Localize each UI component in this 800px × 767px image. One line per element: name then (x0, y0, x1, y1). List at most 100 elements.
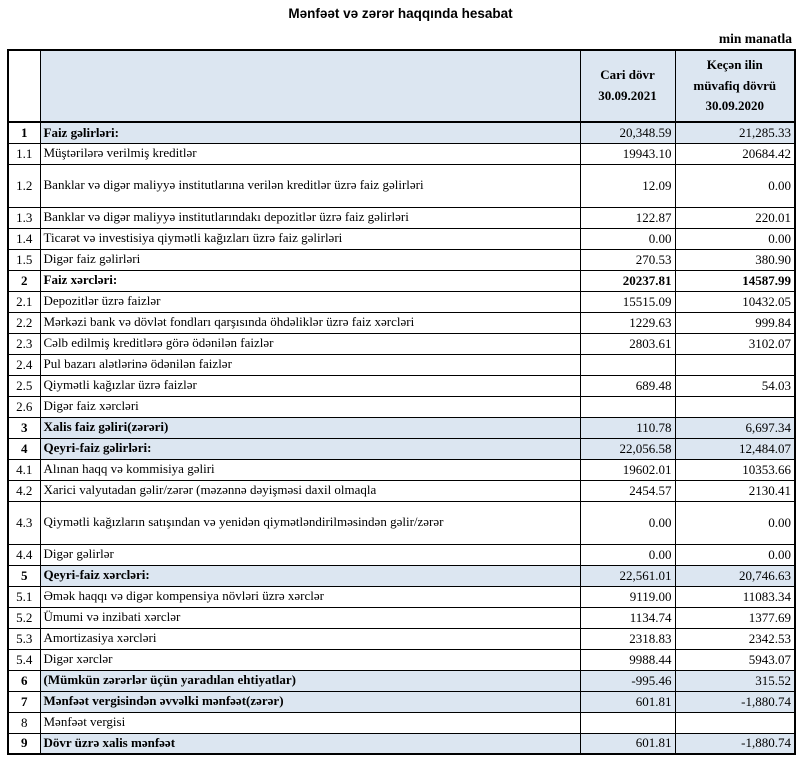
row-label: Xarici valyutadan gəlir/zərər (məzənnə d… (39, 479, 581, 502)
row-number: 4.2 (7, 479, 41, 502)
row-number: 1 (7, 121, 41, 144)
value-previous (674, 395, 796, 418)
row-label: Mənfəət vergisindən əvvəlki mənfəət(zərə… (39, 690, 581, 713)
row-label: Digər gəlirlər (39, 543, 581, 566)
value-current: 2454.57 (579, 479, 676, 502)
value-current: 20,348.59 (579, 121, 676, 144)
value-current: 122.87 (579, 206, 676, 229)
row-label: Qiymətli kağızlar üzrə faizlər (39, 374, 581, 397)
row-number: 4.3 (7, 500, 41, 545)
value-current: 601.81 (579, 690, 676, 713)
value-current: 0.00 (579, 543, 676, 566)
table-row: 4.3 Qiymətli kağızların satışından və yen… (7, 500, 796, 545)
row-label: Əmək haqqı və digər kompensiya növləri ü… (39, 585, 581, 608)
value-current: 0.00 (579, 500, 676, 545)
row-label: Banklar və digər maliyyə institutlarına … (39, 163, 581, 208)
table-row: 1 Faiz gəlirləri: 20,348.59 21,285.33 (7, 121, 796, 144)
row-number: 5.3 (7, 627, 41, 650)
value-previous: 6,697.34 (674, 416, 796, 439)
row-label: Müştərilərə verilmiş kreditlər (39, 142, 581, 165)
value-current: 270.53 (579, 248, 676, 271)
value-previous: 2130.41 (674, 479, 796, 502)
row-label: Alınan haqq və kommisiya gəliri (39, 458, 581, 481)
value-previous: 0.00 (674, 227, 796, 250)
row-label: (Mümkün zərərlər üçün yaradılan ehtiyatl… (39, 669, 581, 692)
row-label: Qeyri-faiz xərcləri: (39, 564, 581, 587)
value-current: 22,056.58 (579, 437, 676, 460)
value-current: 20237.81 (579, 269, 676, 292)
value-current: 12.09 (579, 163, 676, 208)
row-label: Digər xərclər (39, 648, 581, 671)
table-row: 6 (Mümkün zərərlər üçün yaradılan ehtiyat… (7, 669, 796, 692)
table-row: 9 Dövr üzrə xalis mənfəət 601.81 -1,880.74 (7, 732, 796, 755)
row-label: Digər faiz gəlirləri (39, 248, 581, 271)
row-number: 6 (7, 669, 41, 692)
table-row: 5.2 Ümumi və inzibati xərclər 1134.74 1377.… (7, 606, 796, 629)
value-current: 15515.09 (579, 290, 676, 313)
value-previous: 12,484.07 (674, 437, 796, 460)
value-previous: 3102.07 (674, 332, 796, 355)
header-label-cell (39, 49, 581, 123)
value-previous: 999.84 (674, 311, 796, 334)
row-label: Cəlb edilmiş kreditlərə görə ödənilən fa… (39, 332, 581, 355)
row-number: 4 (7, 437, 41, 460)
value-current: 110.78 (579, 416, 676, 439)
value-previous: 5943.07 (674, 648, 796, 671)
table-row: 4.4 Digər gəlirlər 0.00 0.00 (7, 543, 796, 566)
row-label: Mənfəət vergisi (39, 711, 581, 734)
table-row: 3 Xalis faiz gəliri(zərəri) 110.78 6,697.34 (7, 416, 796, 439)
row-label: Qeyri-faiz gəlirləri: (39, 437, 581, 460)
row-number: 5 (7, 564, 41, 587)
row-label: Ümumi və inzibati xərclər (39, 606, 581, 629)
table-row: 2.4 Pul bazarı alətlərinə ödənilən faizlə… (7, 353, 796, 376)
value-current: 0.00 (579, 227, 676, 250)
row-label: Banklar və digər maliyyə institutlarında… (39, 206, 581, 229)
value-current: 601.81 (579, 732, 676, 755)
value-current: 9119.00 (579, 585, 676, 608)
value-current: 689.48 (579, 374, 676, 397)
row-number: 2.6 (7, 395, 41, 418)
table-row: 2.6 Digər faiz xərcləri (7, 395, 796, 418)
table-row: 1.3 Banklar və digər maliyyə institutları… (7, 206, 796, 229)
row-number: 7 (7, 690, 41, 713)
unit-note: min manatla (718, 31, 792, 46)
value-current: 1229.63 (579, 311, 676, 334)
table-row: 2.3 Cəlb edilmiş kreditlərə görə ödənilən… (7, 332, 796, 355)
value-previous (674, 711, 796, 734)
table-row: 4.2 Xarici valyutadan gəlir/zərər (məzənn… (7, 479, 796, 502)
value-previous: 11083.34 (674, 585, 796, 608)
table-row: 8 Mənfəət vergisi (7, 711, 796, 734)
table-row: 5.3 Amortizasiya xərcləri 2318.83 2342.53 (7, 627, 796, 650)
row-number: 1.2 (7, 163, 41, 208)
row-label: Faiz xərcləri: (39, 269, 581, 292)
row-number: 2.4 (7, 353, 41, 376)
value-previous: 315.52 (674, 669, 796, 692)
table-row: 7 Mənfəət vergisindən əvvəlki mənfəət(zər… (7, 690, 796, 713)
value-previous: 20,746.63 (674, 564, 796, 587)
table-row: 1.5 Digər faiz gəlirləri 270.53 380.90 (7, 248, 796, 271)
table-row: 2.2 Mərkəzi bank və dövlət fondları qarşı… (7, 311, 796, 334)
row-label: Mərkəzi bank və dövlət fondları qarşısın… (39, 311, 581, 334)
value-current: 2803.61 (579, 332, 676, 355)
row-number: 3 (7, 416, 41, 439)
table-row: 5 Qeyri-faiz xərcləri: 22,561.01 20,746.63 (7, 564, 796, 587)
row-number: 1.3 (7, 206, 41, 229)
row-label: Pul bazarı alətlərinə ödənilən faizlər (39, 353, 581, 376)
value-current: 2318.83 (579, 627, 676, 650)
value-current: 22,561.01 (579, 564, 676, 587)
row-label: Amortizasiya xərcləri (39, 627, 581, 650)
row-label: Qiymətli kağızların satışından və yenidə… (39, 500, 581, 545)
row-number: 1.1 (7, 142, 41, 165)
row-number: 4.4 (7, 543, 41, 566)
header-previous-period: Keçən ilin müvafiq dövrü 30.09.2020 (674, 49, 796, 123)
value-previous: 380.90 (674, 248, 796, 271)
value-previous: 54.03 (674, 374, 796, 397)
value-previous: 0.00 (674, 543, 796, 566)
value-previous: 21,285.33 (674, 121, 796, 144)
table-row: 1.1 Müştərilərə verilmiş kreditlər 19943.1… (7, 142, 796, 165)
table-row: 2.5 Qiymətli kağızlar üzrə faizlər 689.48 5… (7, 374, 796, 397)
header-current-period: Cari dövr 30.09.2021 (579, 49, 676, 123)
row-number: 1.5 (7, 248, 41, 271)
value-previous: 20684.42 (674, 142, 796, 165)
